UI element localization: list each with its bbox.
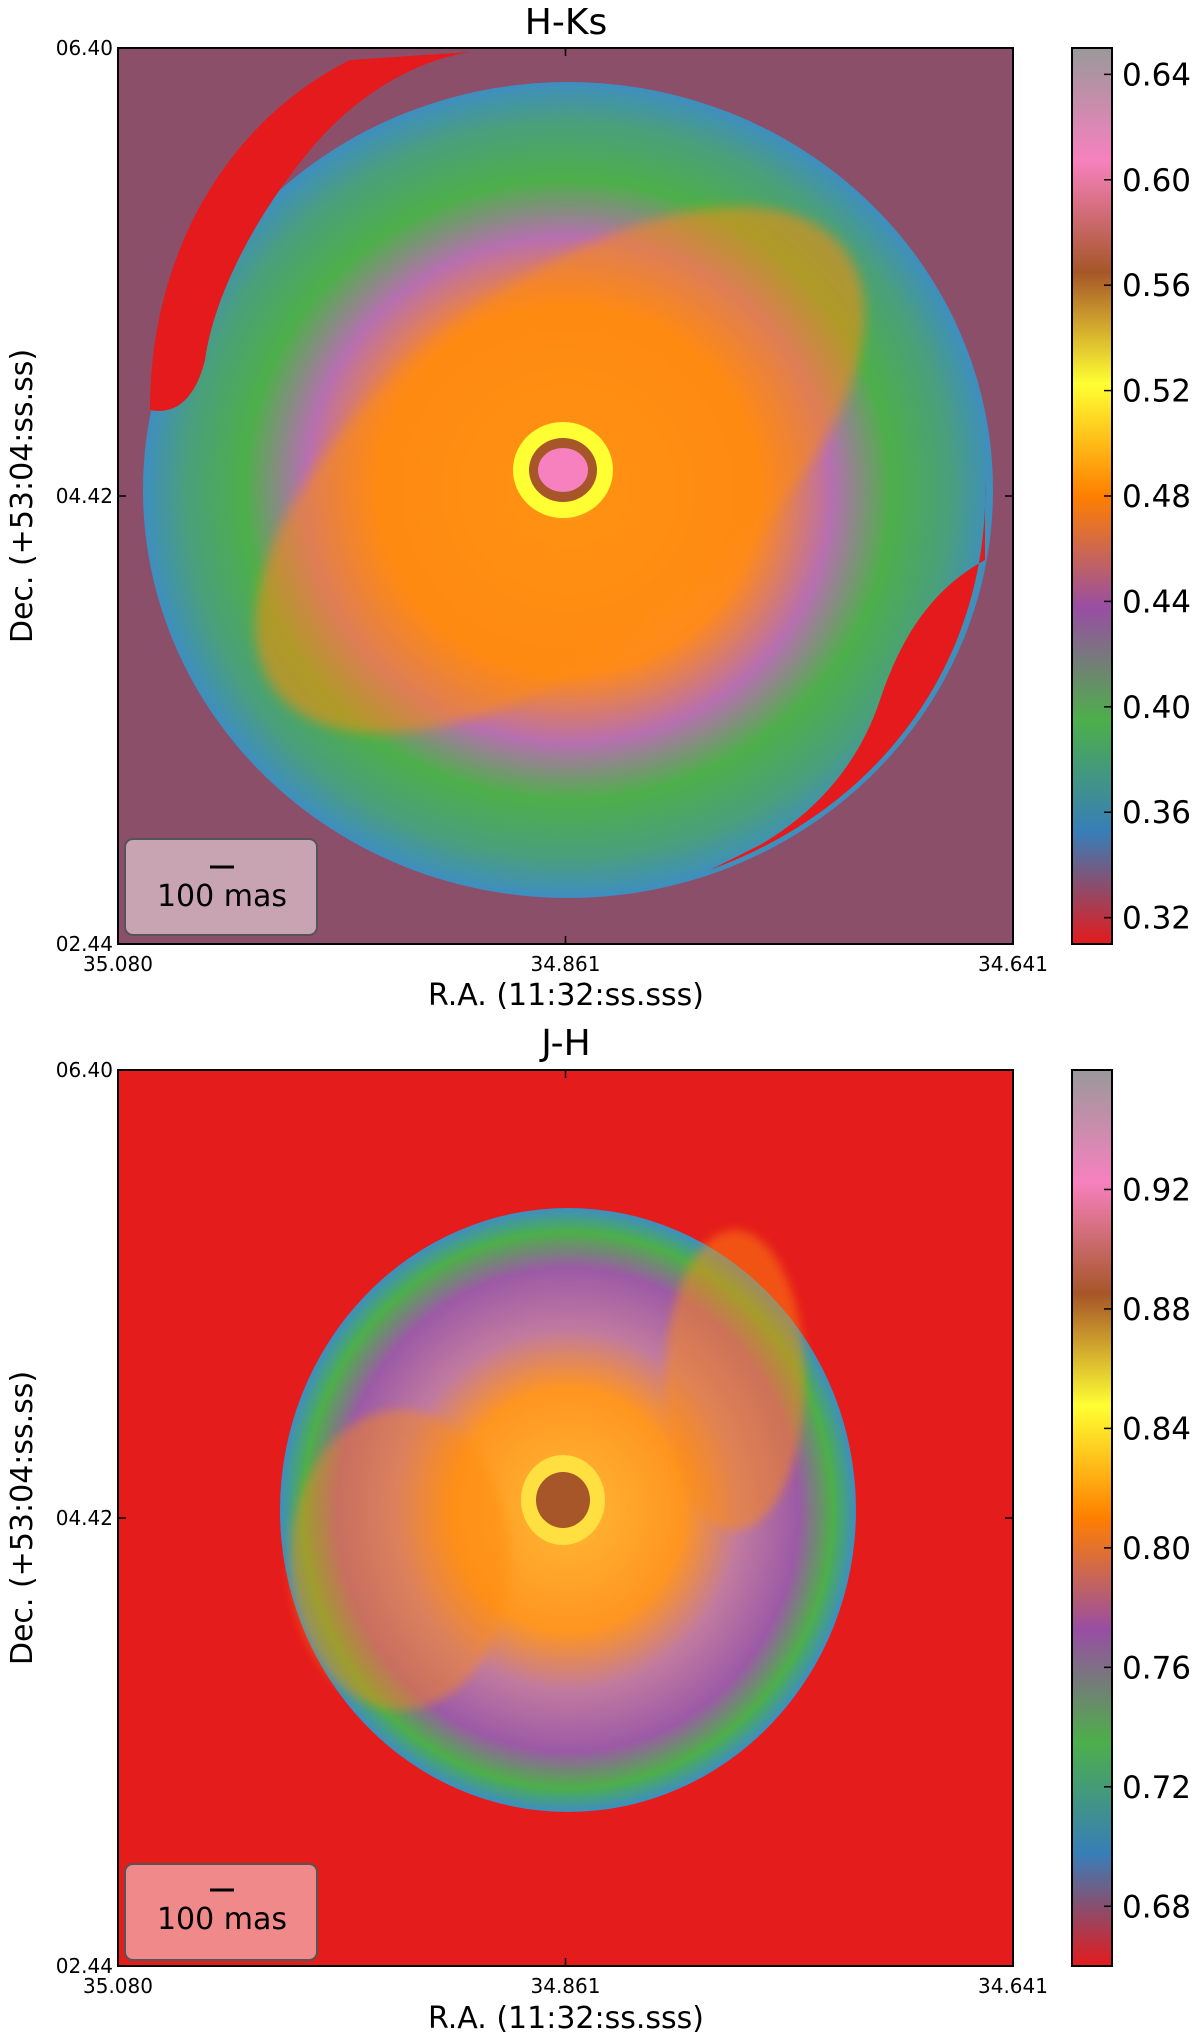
colorbar-ticks: 0.68 0.72 0.76 0.80 0.84 0.88 0.92 <box>1104 1172 1191 1925</box>
colorbar-ticks: 0.32 0.36 0.40 0.44 0.48 0.52 0.56 0.60 0.64 <box>1104 57 1191 937</box>
colorbar <box>1071 1069 1113 1967</box>
x-axis-label: R.A. (11:32:ss.sss) <box>428 2001 704 2036</box>
chart-title: H-Ks <box>525 2 607 43</box>
scale-bar: 100 mas <box>124 838 318 936</box>
colorbar-tick-label: 0.84 <box>1122 1411 1191 1447</box>
x-tick-label: 34.641 <box>978 952 1048 976</box>
colorbar-tick-label: 0.80 <box>1122 1531 1191 1567</box>
y-tick-label: 02.44 <box>56 932 113 956</box>
edge-region-top-left <box>150 52 470 411</box>
colorbar-tick-label: 0.48 <box>1122 479 1191 515</box>
colorbar-tick-label: 0.92 <box>1122 1172 1191 1208</box>
scale-bar: 100 mas <box>124 1863 318 1961</box>
colorbar-tick-label: 0.68 <box>1122 1889 1191 1925</box>
y-tick-label: 04.42 <box>56 484 113 508</box>
scale-bar-box <box>124 838 318 936</box>
colorbar-tick-label: 0.40 <box>1122 690 1191 726</box>
colorbar-tick-label: 0.44 <box>1122 584 1191 620</box>
chart-j-h-svg: 100 mas J-H R.A. (11:32:ss.sss) Dec. (+5… <box>5 1023 1191 2036</box>
colorbar-tick-label: 0.36 <box>1122 795 1191 831</box>
chart-j-h: 100 mas J-H R.A. (11:32:ss.sss) Dec. (+5… <box>0 1020 1200 2040</box>
x-tick-label: 35.080 <box>83 1974 153 1998</box>
chart-h-ks-svg: 100 mas H-Ks R.A. (11:32:ss.sss) Dec. (+… <box>5 2 1191 1013</box>
colorbar-tick-label: 0.52 <box>1122 374 1191 410</box>
y-tick-label: 06.40 <box>56 1058 113 1082</box>
x-ticks: 35.080 34.861 34.641 <box>83 48 1048 976</box>
scale-bar-label: 100 mas <box>157 1902 287 1937</box>
y-tick-label: 06.40 <box>56 36 113 60</box>
y-ticks: 06.40 04.42 02.44 <box>56 36 1013 956</box>
chart-title: J-H <box>539 1023 590 1064</box>
colorbar-tick-label: 0.88 <box>1122 1292 1191 1328</box>
x-tick-label: 35.080 <box>83 952 153 976</box>
bright-lobe-left <box>290 1410 510 1710</box>
scale-bar-label: 100 mas <box>157 879 287 914</box>
edge-region-bottom-right <box>710 480 986 870</box>
x-tick-label: 34.861 <box>531 1974 601 1998</box>
center-core-brown <box>536 1472 590 1528</box>
y-axis-label: Dec. (+53:04:ss.ss) <box>5 349 40 643</box>
center-core-pink <box>538 448 588 492</box>
x-axis-label: R.A. (11:32:ss.sss) <box>428 978 704 1013</box>
x-tick-label: 34.641 <box>978 1974 1048 1998</box>
x-tick-label: 34.861 <box>531 952 601 976</box>
scale-bar-box <box>124 1863 318 1961</box>
y-ticks: 06.40 04.42 02.44 <box>56 1058 1013 1978</box>
image-region <box>280 1208 856 1812</box>
colorbar-tick-label: 0.64 <box>1122 57 1191 93</box>
y-axis-label: Dec. (+53:04:ss.ss) <box>5 1371 40 1665</box>
colorbar-tick-label: 0.56 <box>1122 268 1191 304</box>
colorbar-tick-label: 0.72 <box>1122 1770 1191 1806</box>
colorbar-tick-label: 0.60 <box>1122 163 1191 199</box>
image-region <box>143 52 993 898</box>
chart-h-ks: 100 mas H-Ks R.A. (11:32:ss.sss) Dec. (+… <box>5 2 1191 1013</box>
x-ticks: 35.080 34.861 34.641 <box>83 1070 1048 1998</box>
y-tick-label: 02.44 <box>56 1954 113 1978</box>
colorbar-tick-label: 0.32 <box>1122 901 1191 937</box>
bright-lobe-right <box>665 1230 805 1530</box>
colorbar-tick-label: 0.76 <box>1122 1650 1191 1686</box>
y-tick-label: 04.42 <box>56 1506 113 1530</box>
